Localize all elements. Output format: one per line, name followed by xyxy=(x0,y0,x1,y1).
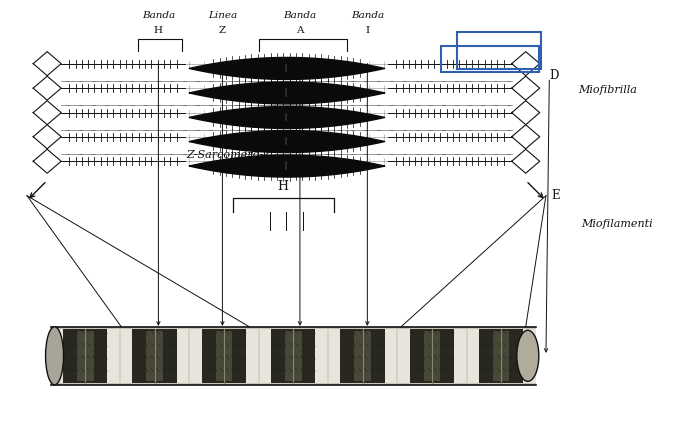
Bar xyxy=(177,329,189,383)
Bar xyxy=(355,331,371,381)
Bar xyxy=(259,329,271,383)
Bar xyxy=(457,32,541,69)
Bar xyxy=(466,329,479,383)
Bar xyxy=(132,329,177,383)
Bar xyxy=(77,331,94,381)
Bar xyxy=(120,329,132,383)
Text: Linea: Linea xyxy=(208,11,237,20)
Text: I: I xyxy=(365,26,369,35)
Text: H: H xyxy=(154,26,163,35)
Bar xyxy=(51,327,536,385)
Bar xyxy=(479,329,523,383)
Bar xyxy=(107,329,120,383)
Bar xyxy=(146,331,163,381)
Text: Z: Z xyxy=(219,26,226,35)
Bar xyxy=(189,329,202,383)
Bar xyxy=(285,331,301,381)
Bar xyxy=(523,329,536,383)
Ellipse shape xyxy=(46,327,63,385)
Bar xyxy=(246,329,259,383)
Text: Miofibrilla: Miofibrilla xyxy=(578,85,637,95)
Text: Z-Sarcomero-Z: Z-Sarcomero-Z xyxy=(187,150,272,160)
Bar xyxy=(410,329,454,383)
Text: A: A xyxy=(296,26,304,35)
Text: Banda: Banda xyxy=(283,11,317,20)
Bar xyxy=(271,329,315,383)
Bar xyxy=(493,331,510,381)
Text: H: H xyxy=(278,180,288,193)
Bar xyxy=(315,329,328,383)
Text: Banda: Banda xyxy=(350,11,384,20)
Bar xyxy=(202,329,246,383)
Bar xyxy=(328,329,340,383)
Bar xyxy=(397,329,410,383)
Text: D: D xyxy=(549,69,559,82)
Bar xyxy=(51,329,63,383)
Bar xyxy=(63,329,107,383)
Bar xyxy=(340,329,385,383)
Bar xyxy=(423,331,440,381)
Ellipse shape xyxy=(517,330,539,381)
Bar xyxy=(385,329,397,383)
Text: Miofilamenti: Miofilamenti xyxy=(581,218,652,229)
Text: Banda: Banda xyxy=(142,11,175,20)
Text: E: E xyxy=(551,189,560,202)
Bar xyxy=(216,331,232,381)
Bar xyxy=(454,329,466,383)
Bar xyxy=(441,46,539,72)
